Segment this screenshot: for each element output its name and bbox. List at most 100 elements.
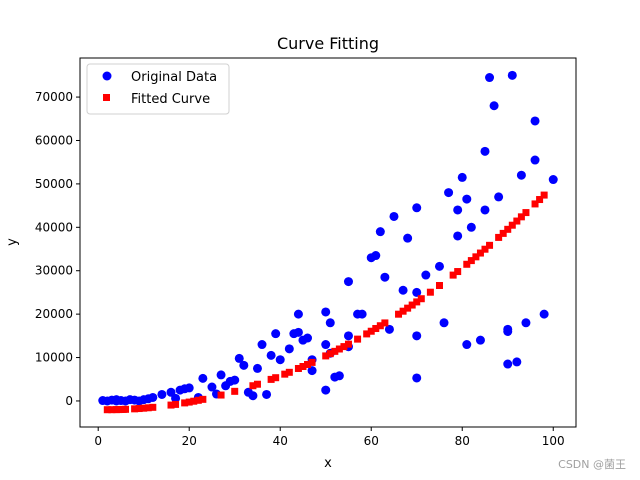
original-data-point [530,155,540,165]
fitted-curve-point [367,327,375,335]
y-tick-label: 50000 [35,177,73,191]
original-data-point [266,350,276,360]
fitted-curve-point [531,200,539,208]
original-data-point [503,326,513,336]
fitted-curve-point [253,380,261,388]
fitted-curve-point [486,241,494,249]
original-data-point [334,371,344,381]
fitted-curve-point [304,360,312,368]
fitted-curve-point [449,271,457,279]
y-tick-label: 70000 [35,90,73,104]
original-data-point [252,363,262,373]
fitted-curve-point [167,401,175,409]
y-tick-label: 0 [65,394,73,408]
original-data-point [444,188,454,198]
legend: Original Data Fitted Curve [86,63,230,115]
fitted-curve-point [399,307,407,315]
original-data-point [239,360,249,370]
original-data-point [357,309,367,319]
x-tick-label: 40 [273,434,288,448]
original-data-point [480,146,490,156]
fitted-curve-point [149,403,157,411]
fitted-curve-point [131,405,139,413]
y-tick-label: 30000 [35,264,73,278]
original-data-point [412,373,422,383]
fitted-curve-point [181,399,189,407]
original-data-point [284,344,294,354]
original-data-point [262,389,272,399]
x-tick-label: 0 [94,434,102,448]
fitted-curve-point [217,391,225,399]
fitted-curve-point [413,298,421,306]
original-data-point [271,329,281,339]
y-tick-label: 60000 [35,133,73,147]
fitted-curve-point [363,330,371,338]
original-data-point [494,192,504,202]
fitted-curve-point [285,368,293,376]
original-data-point [466,222,476,232]
fitted-curve-point [103,406,111,414]
original-data-point [234,353,244,363]
original-data-point [321,307,331,317]
chart-title: Curve Fitting [277,34,379,53]
fitted-curve-point [517,213,525,221]
original-data-point [248,391,258,401]
original-data-point [216,370,226,380]
fitted-curve-point [308,358,316,366]
original-data-point [453,205,463,215]
original-data-point [403,233,413,243]
x-axis-label: x [324,456,332,471]
fitted-curve-point [231,387,239,395]
legend-label-fitted-curve: Fitted Curve [131,92,210,107]
x-tick-label: 100 [542,434,565,448]
x-axis-ticks: 0 20 40 60 80 100 [94,427,565,448]
original-data-point [198,373,208,383]
original-data-point [398,285,408,295]
original-data-point [434,261,444,271]
fitted-curve-point [199,395,207,403]
plot-marks [98,70,558,414]
original-data-point [530,116,540,126]
original-data-point [489,101,499,111]
fitted-curve-point [249,382,257,390]
original-data-point [303,333,313,343]
y-axis-label: y [5,238,20,246]
original-data-point [462,194,472,204]
y-tick-label: 20000 [35,307,73,321]
fitted-curve-point [476,249,484,257]
original-data-point [230,375,240,385]
original-data-point [462,340,472,350]
original-data-point [375,227,385,237]
original-data-point [293,327,303,337]
original-data-point [485,73,495,83]
original-data-point [439,318,449,328]
fitted-curve-point [454,268,462,276]
original-data-point [412,331,422,341]
fitted-curve-point [331,347,339,355]
fitted-curve-point [122,405,130,413]
original-data-point [293,309,303,319]
fitted-curve-point [281,370,289,378]
original-data-point [412,287,422,297]
fitted-curve-point [172,400,180,408]
fitted-curve-point [185,398,193,406]
original-data-point [548,175,558,185]
original-data-point [325,318,335,328]
fitted-curve-point [326,350,334,358]
legend-box [86,63,230,115]
fitted-curve-point [463,260,471,268]
original-data-point [503,359,513,369]
original-data-point [307,366,317,376]
fitted-curve-point [435,282,443,290]
fitted-curve-point [376,322,384,330]
fitted-curve-point [404,304,412,312]
fitted-curve-point [508,221,516,229]
original-data-point [257,340,267,350]
fitted-curve-point [340,343,348,351]
fitted-curve-point [194,396,202,404]
fitted-curve-point [522,209,530,217]
original-data-point [171,393,181,403]
fitted-curve-point [408,301,416,309]
fitted-curve-point [372,325,380,333]
